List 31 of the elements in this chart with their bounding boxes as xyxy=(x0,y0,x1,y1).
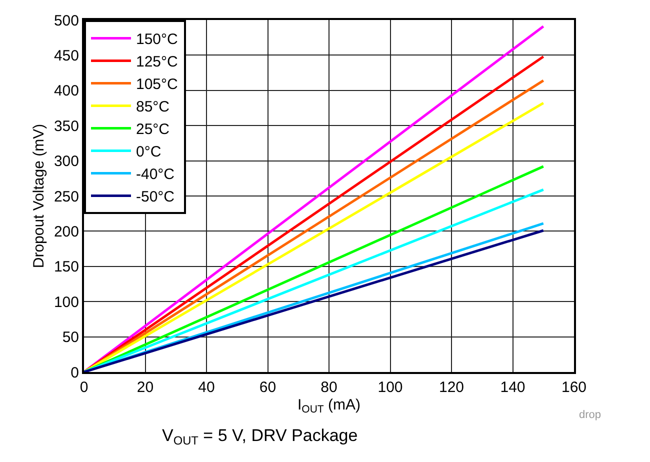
y-tick-label: 450 xyxy=(54,47,79,64)
legend-label: -50°C xyxy=(136,188,175,206)
text: V$_{OUT}$ = 5 V, DRV Package xyxy=(162,426,358,448)
x-tick-label: 20 xyxy=(136,379,154,396)
y-tick-label: 300 xyxy=(54,153,79,170)
x-tick-label: 60 xyxy=(259,379,276,396)
legend-label: 25°C xyxy=(136,121,170,138)
x-tick-label: 140 xyxy=(500,379,526,396)
legend-label: 85°C xyxy=(136,98,170,116)
x-axis-title: I$_{OUT}$ (mA) xyxy=(297,396,361,416)
y-axis-title: Dropout Voltage (mV) xyxy=(30,124,48,268)
y-tick-label: 400 xyxy=(54,82,79,100)
x-tick-label: 80 xyxy=(320,379,338,396)
y-tick-label: 100 xyxy=(54,294,79,311)
y-tick-label: 250 xyxy=(54,188,79,206)
x-tick-label: 160 xyxy=(561,379,587,396)
x-tick-label: 40 xyxy=(198,379,215,396)
x-tick-label: 100 xyxy=(378,379,403,396)
y-tick-label: 0 xyxy=(70,364,79,382)
legend-label: 125°C xyxy=(136,54,178,71)
legend-label: 150°C xyxy=(136,31,178,48)
text: drop xyxy=(579,409,602,421)
y-tick-label: 350 xyxy=(54,118,79,135)
legend-label: 0°C xyxy=(136,144,162,161)
y-tick-label: 200 xyxy=(54,223,79,240)
y-tick-label: 50 xyxy=(62,329,79,346)
y-tick-label: 500 xyxy=(54,12,79,30)
legend-label: -40°C xyxy=(136,166,175,184)
y-tick-label: 150 xyxy=(54,258,79,276)
x-tick-label: 120 xyxy=(438,379,464,396)
legend-label: 105°C xyxy=(136,76,178,94)
